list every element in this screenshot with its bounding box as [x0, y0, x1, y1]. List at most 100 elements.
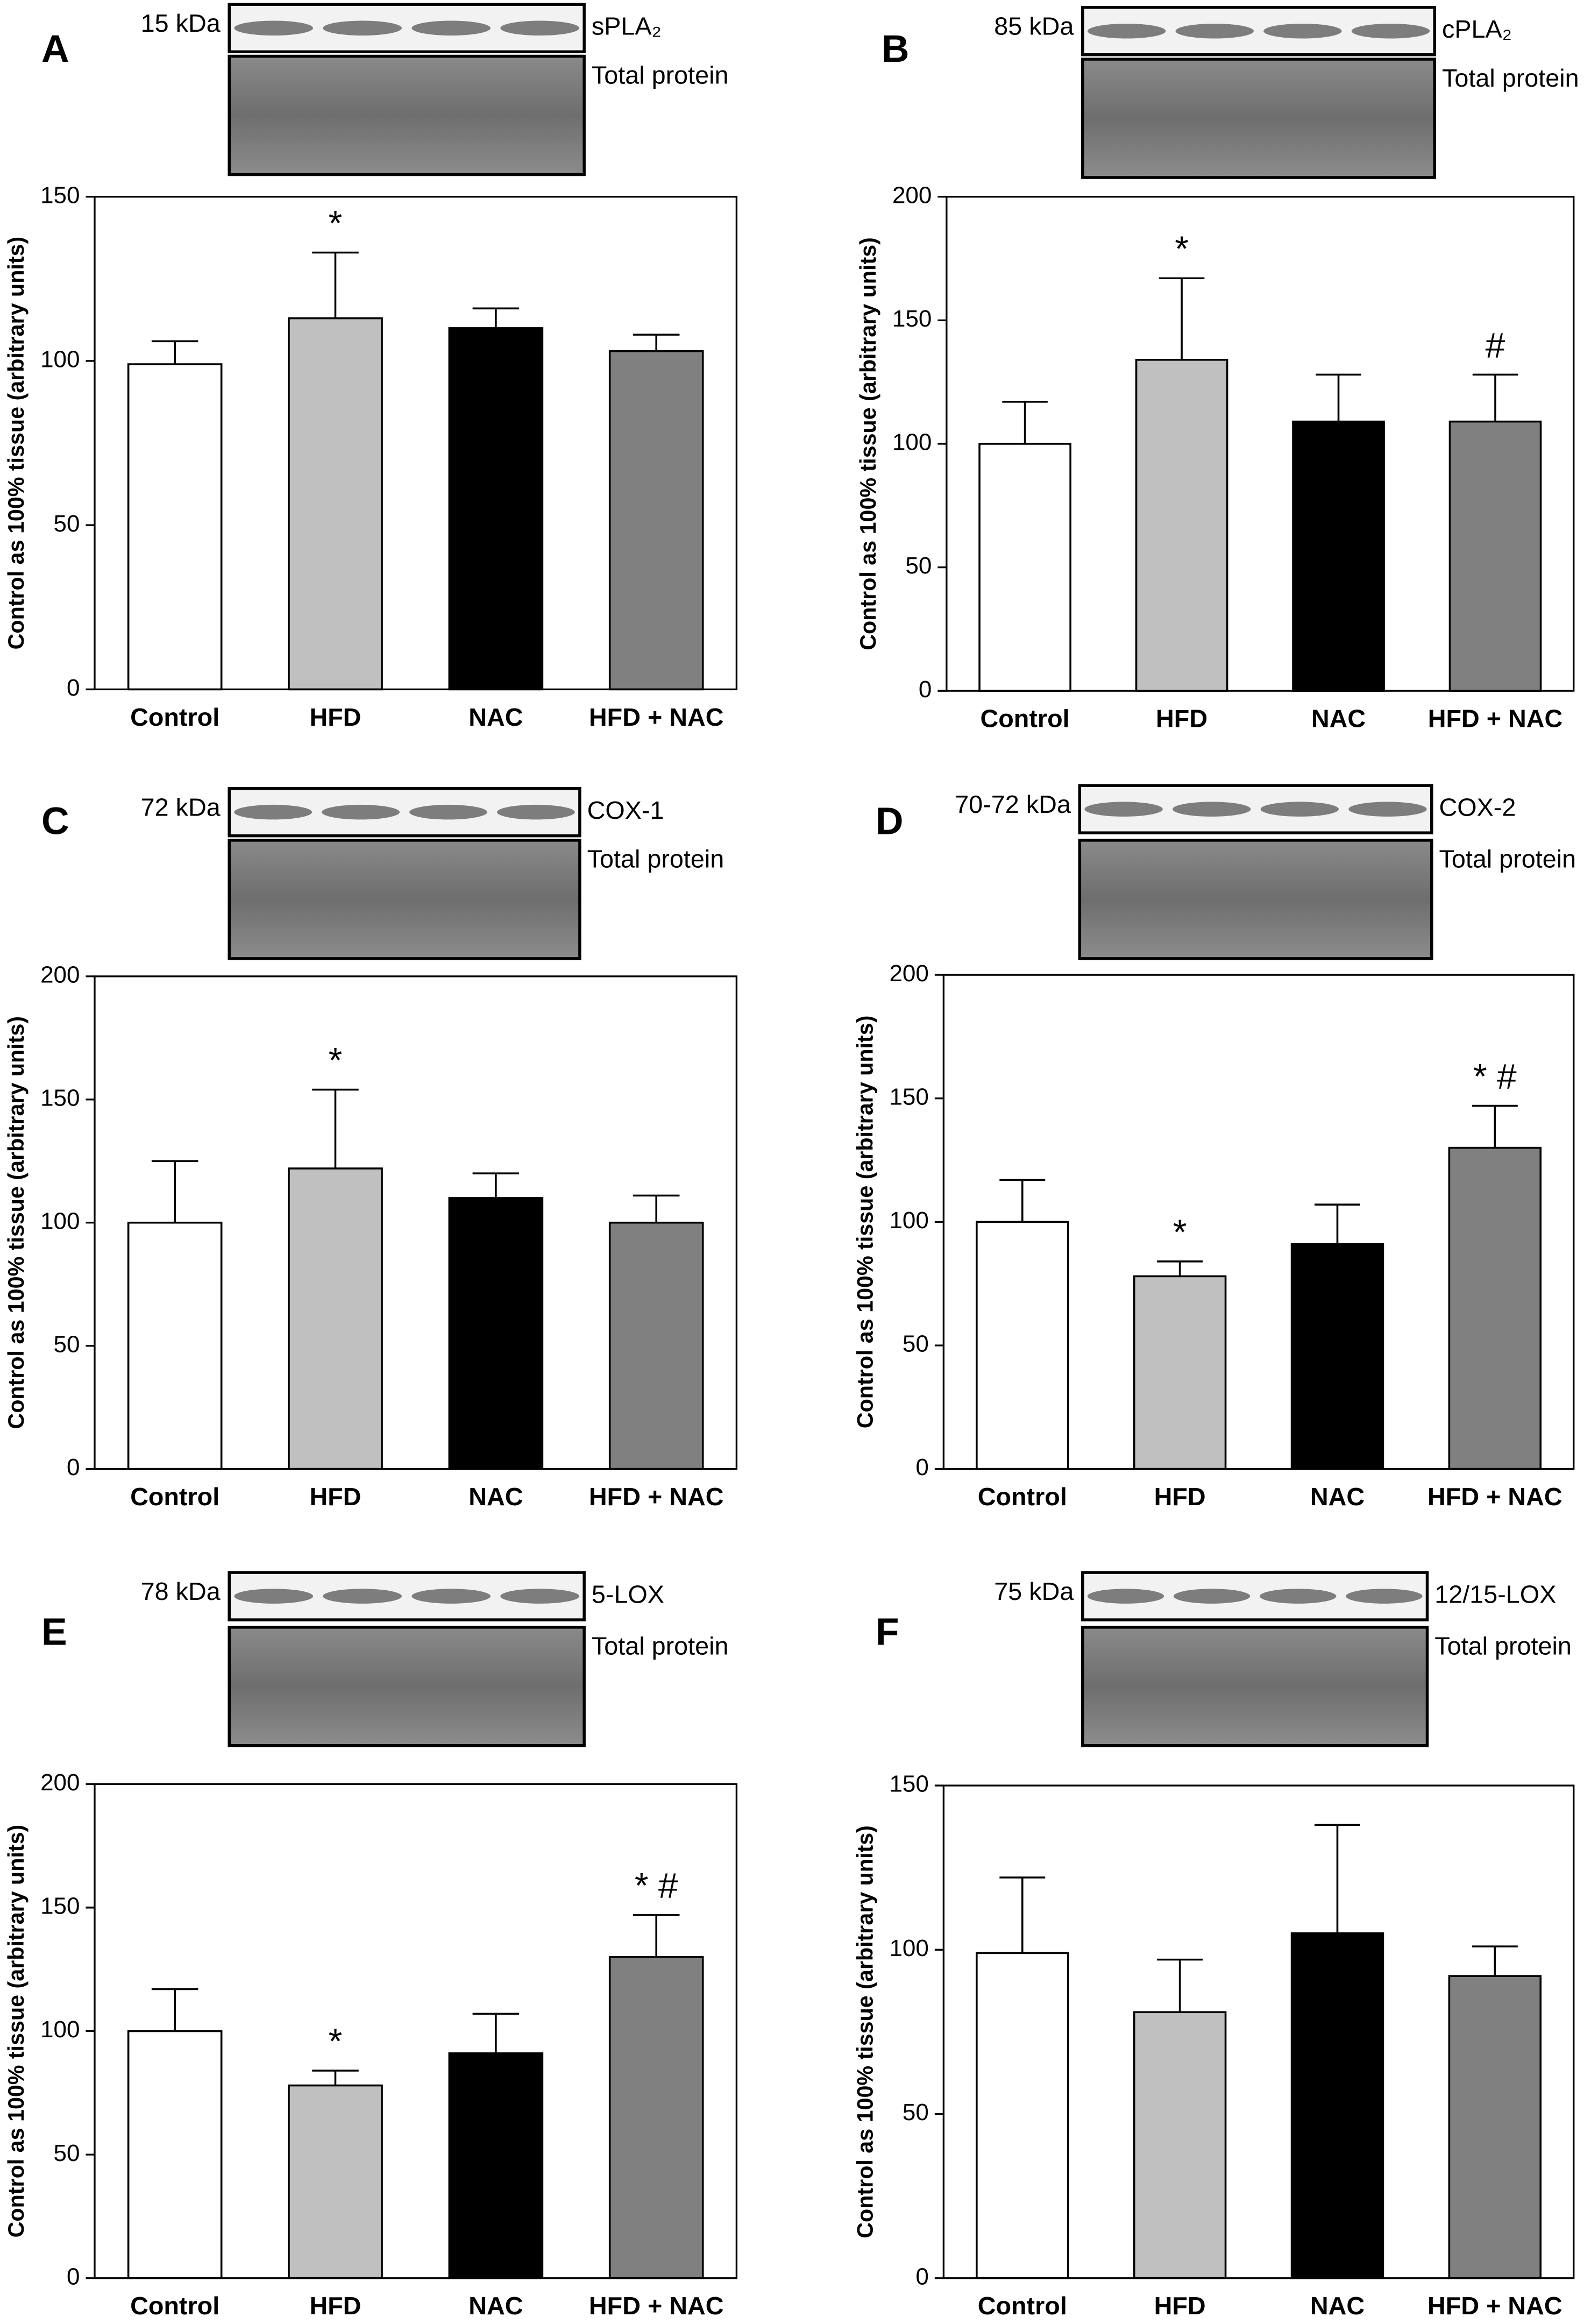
blot-kda: 70-72 kDa — [955, 790, 1071, 818]
bar — [448, 327, 544, 691]
x-tick-label: Control — [978, 1483, 1067, 1511]
plot-frame — [94, 196, 738, 691]
y-axis-label: Control as 100% tissue (arbitrary units) — [4, 1825, 29, 2238]
significance-mark: * # — [1473, 1056, 1517, 1096]
blot-total-protein — [1081, 58, 1437, 179]
y-tick-label: 0 — [915, 1454, 928, 1480]
panel-letter: C — [41, 800, 69, 843]
x-tick-label: HFD — [1154, 2292, 1206, 2320]
significance-mark: * — [329, 203, 343, 243]
bar — [608, 1955, 704, 2279]
blot-band — [1087, 23, 1166, 39]
blot-band — [500, 1589, 579, 1604]
y-tick-label: 50 — [905, 552, 932, 579]
bar — [1448, 1975, 1542, 2279]
blot-band — [411, 1589, 491, 1604]
bar — [1135, 359, 1228, 692]
y-tick-label: 0 — [67, 1454, 80, 1480]
bar — [978, 443, 1071, 692]
x-tick-label: Control — [978, 2292, 1067, 2320]
y-tick-label: 0 — [67, 2263, 80, 2290]
significance-mark: * — [1173, 1212, 1187, 1252]
blot-band-label: COX-2 — [1439, 793, 1516, 821]
y-tick-label: 150 — [40, 182, 80, 208]
y-tick-label: 200 — [889, 960, 928, 987]
y-axis-label: Control as 100% tissue (arbitrary units) — [853, 1825, 877, 2238]
significance-mark: # — [1486, 325, 1505, 365]
significance-mark: * — [329, 2021, 343, 2061]
blot-band — [1175, 23, 1254, 39]
bar — [1133, 1275, 1227, 1470]
blot-total-label: Total protein — [592, 1632, 729, 1660]
panel-letter: B — [882, 27, 910, 70]
bar — [1290, 1932, 1384, 2279]
blot-band — [234, 20, 314, 36]
panel-letter: D — [876, 800, 904, 843]
blot-total-protein — [228, 1626, 586, 1747]
x-tick-label: HFD — [1156, 705, 1207, 733]
y-tick-label: 200 — [40, 1769, 80, 1796]
blot-total-protein — [1078, 839, 1433, 960]
y-tick-label: 100 — [889, 1935, 928, 1961]
blot-band — [411, 20, 491, 36]
x-tick-label: NAC — [1311, 705, 1366, 733]
bar — [608, 1221, 704, 1470]
bar — [288, 2084, 383, 2279]
blot-kda: 15 kDa — [141, 9, 221, 37]
blot-band-label: COX-1 — [587, 796, 664, 824]
x-tick-label: HFD — [309, 703, 361, 731]
x-tick-label: HFD — [1154, 1483, 1206, 1511]
blot-band — [1263, 23, 1342, 39]
blot-total-protein — [1081, 1626, 1429, 1747]
y-tick-label: 100 — [40, 2016, 80, 2043]
blot-band — [234, 804, 312, 820]
y-tick-label: 50 — [903, 2099, 929, 2125]
blot-total-label: Total protein — [1442, 64, 1579, 92]
blot-kda: 75 kDa — [994, 1577, 1074, 1605]
panel-letter: F — [876, 1610, 899, 1653]
panel-letter: E — [41, 1610, 67, 1653]
y-tick-label: 200 — [40, 962, 80, 988]
blot-band-label: cPLA₂ — [1442, 15, 1512, 43]
y-tick-label: 150 — [40, 1893, 80, 1919]
panel-letter: A — [41, 27, 69, 70]
x-tick-label: HFD — [309, 1483, 361, 1511]
bar — [127, 363, 223, 691]
y-tick-label: 0 — [919, 676, 932, 703]
y-axis-label: Control as 100% tissue (arbitrary units) — [4, 237, 29, 650]
x-tick-label: NAC — [468, 1483, 523, 1511]
x-tick-label: NAC — [1310, 2292, 1365, 2320]
y-tick-label: 0 — [67, 675, 80, 701]
y-tick-label: 150 — [889, 1083, 928, 1110]
y-tick-label: 50 — [54, 2140, 80, 2166]
blot-band — [323, 1589, 402, 1604]
bar — [1448, 420, 1542, 692]
x-tick-label: NAC — [1310, 1483, 1365, 1511]
x-tick-label: HFD + NAC — [1428, 705, 1563, 733]
y-tick-label: 100 — [892, 429, 932, 456]
y-tick-label: 100 — [889, 1207, 928, 1234]
bar — [1290, 1243, 1384, 1470]
bar — [127, 1221, 223, 1470]
y-tick-label: 100 — [40, 1208, 80, 1234]
x-tick-label: HFD + NAC — [1427, 2292, 1562, 2320]
bar — [448, 2052, 544, 2279]
y-tick-label: 200 — [892, 182, 932, 208]
y-tick-label: 100 — [40, 346, 80, 373]
blot-band — [322, 804, 400, 820]
blot-band-label: 5-LOX — [592, 1580, 664, 1608]
bar — [976, 1952, 1069, 2279]
blot-band — [1351, 23, 1430, 39]
y-tick-label: 50 — [54, 1331, 80, 1357]
blot-band-label: 12/15-LOX — [1434, 1580, 1556, 1608]
y-tick-label: 0 — [915, 2263, 928, 2290]
blot-total-label: Total protein — [592, 61, 729, 89]
blot-band — [1348, 802, 1427, 817]
blot-band — [1260, 802, 1339, 817]
x-tick-label: NAC — [468, 703, 523, 731]
y-tick-label: 150 — [40, 1085, 80, 1111]
y-tick-label: 50 — [54, 511, 80, 537]
bar — [288, 1167, 383, 1470]
blot-band-label: sPLA₂ — [592, 12, 662, 40]
x-tick-label: HFD + NAC — [589, 2292, 724, 2320]
